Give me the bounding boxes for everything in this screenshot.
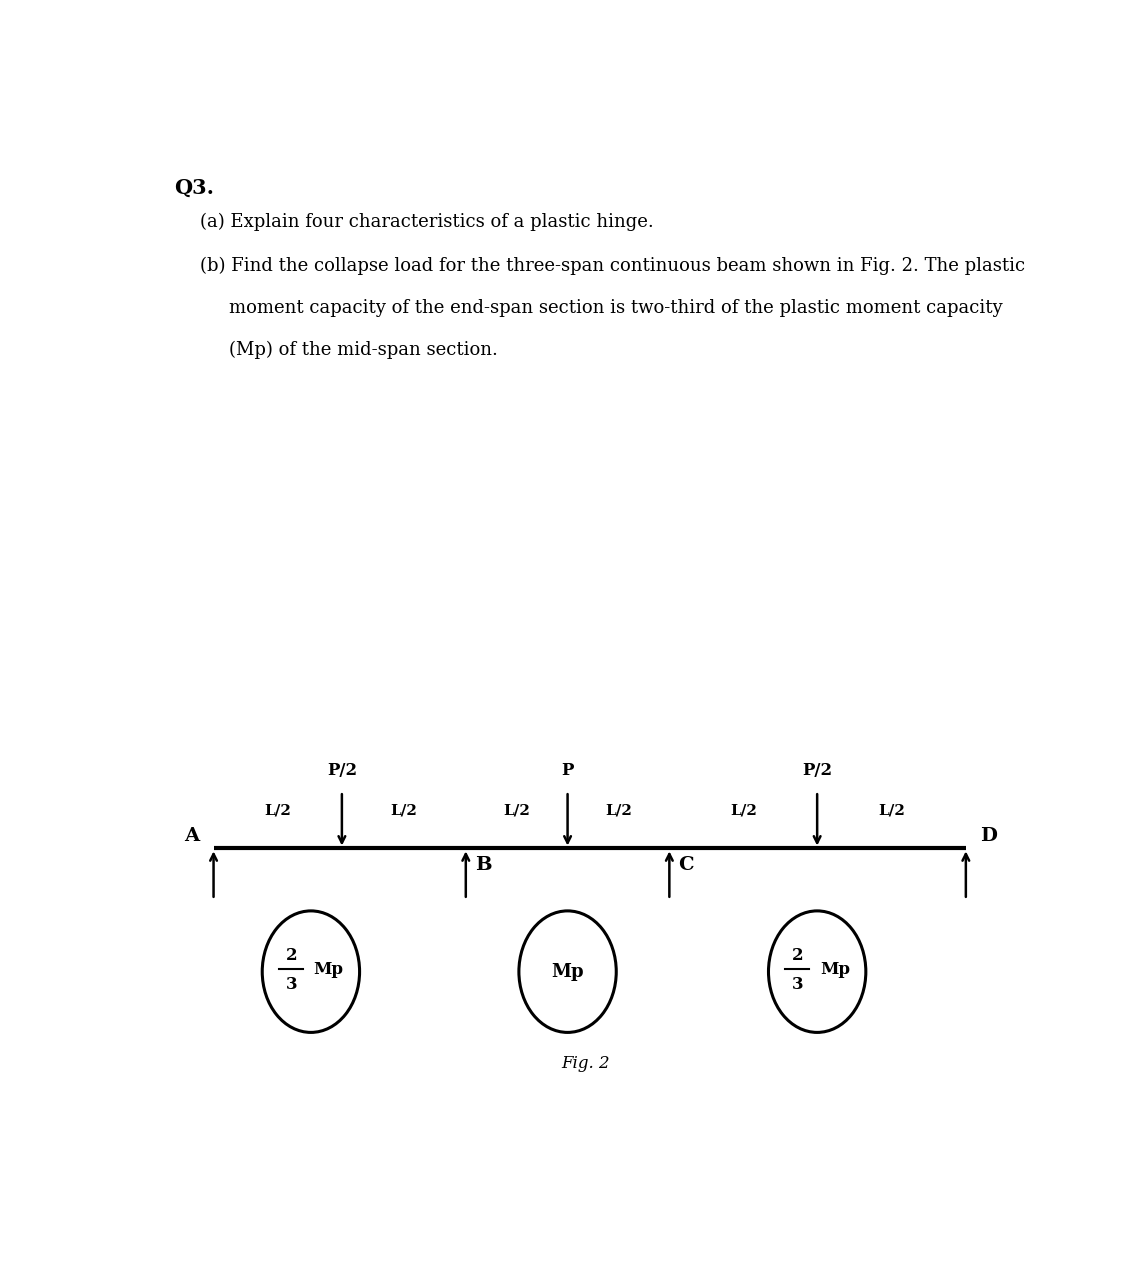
Text: moment capacity of the end-span section is two-third of the plastic moment capac: moment capacity of the end-span section … bbox=[230, 300, 1003, 317]
Text: Fig. 2: Fig. 2 bbox=[561, 1056, 610, 1073]
Text: (Mp) of the mid-span section.: (Mp) of the mid-span section. bbox=[230, 340, 498, 360]
Text: L/2: L/2 bbox=[605, 804, 632, 818]
Text: C: C bbox=[678, 856, 694, 874]
Text: L/2: L/2 bbox=[504, 804, 530, 818]
Text: 3: 3 bbox=[791, 975, 804, 993]
Text: 2: 2 bbox=[286, 947, 297, 964]
Text: 3: 3 bbox=[286, 975, 297, 993]
Text: D: D bbox=[980, 827, 997, 846]
Text: (b) Find the collapse load for the three-span continuous beam shown in Fig. 2. T: (b) Find the collapse load for the three… bbox=[200, 257, 1026, 275]
Text: 2: 2 bbox=[791, 947, 804, 964]
Text: L/2: L/2 bbox=[264, 804, 291, 818]
Text: B: B bbox=[475, 856, 491, 874]
Text: L/2: L/2 bbox=[878, 804, 904, 818]
Text: L/2: L/2 bbox=[730, 804, 757, 818]
Text: P: P bbox=[562, 763, 573, 780]
Text: L/2: L/2 bbox=[391, 804, 417, 818]
Text: A: A bbox=[184, 827, 200, 846]
Text: Mp: Mp bbox=[820, 961, 850, 978]
Text: Mp: Mp bbox=[314, 961, 344, 978]
Text: Mp: Mp bbox=[552, 963, 584, 980]
Text: P/2: P/2 bbox=[802, 763, 833, 780]
Text: P/2: P/2 bbox=[327, 763, 357, 780]
Text: (a) Explain four characteristics of a plastic hinge.: (a) Explain four characteristics of a pl… bbox=[200, 212, 654, 230]
Text: Q3.: Q3. bbox=[174, 178, 214, 198]
